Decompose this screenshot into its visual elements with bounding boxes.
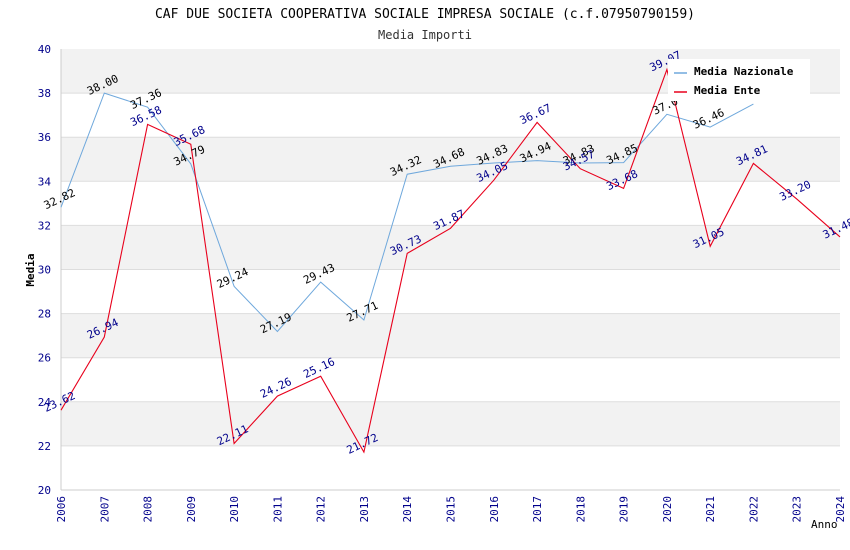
grid-band: [61, 313, 840, 358]
y-tick-label: 30: [38, 264, 51, 277]
x-tick-label: 2009: [185, 496, 198, 523]
legend-label-ente: Media Ente: [694, 84, 761, 97]
y-tick-labels: 20 22 24 26 28 30 32 34 36 38 40: [38, 43, 52, 497]
x-tick-labels: 2006 2007 2008 2009 2010 2011 2012 2013 2014 2015…: [55, 496, 847, 523]
y-axis-label: Media: [24, 253, 37, 286]
y-tick-label: 38: [38, 87, 51, 100]
y-tick-label: 26: [38, 352, 51, 365]
x-tick-label: 2022: [747, 496, 760, 523]
grid-band: [61, 445, 840, 490]
x-tick-label: 2013: [358, 496, 371, 523]
legend: Media Nazionale Media Ente: [668, 59, 810, 101]
axes: [60, 49, 840, 491]
x-tick-label: 2017: [531, 496, 544, 523]
y-tick-label: 20: [38, 484, 51, 497]
x-tick-label: 2019: [618, 496, 631, 523]
x-tick-label: 2012: [315, 496, 328, 523]
x-tick-label: 2023: [791, 496, 804, 523]
y-tick-label: 32: [38, 219, 51, 232]
grid-band: [61, 357, 840, 402]
legend-box: [668, 59, 810, 101]
grid-band: [61, 181, 840, 226]
x-tick-label: 2006: [55, 496, 68, 523]
x-tick-label: 2018: [574, 496, 587, 523]
grid-band: [61, 269, 840, 314]
y-tick-label: 40: [38, 43, 51, 56]
x-tick-label: 2008: [142, 496, 155, 523]
y-tick-label: 28: [38, 308, 51, 321]
y-tick-label: 34: [38, 175, 52, 188]
legend-label-nazionale: Media Nazionale: [694, 65, 794, 78]
x-axis-label: Anno: [811, 518, 838, 531]
chart-subtitle: Media Importi: [378, 28, 472, 42]
series-line-1: [60, 67, 841, 454]
x-tick-label: 2021: [704, 496, 717, 523]
x-tick-label: 2014: [401, 496, 414, 523]
y-tick-label: 22: [38, 440, 51, 453]
x-tick-label: 2015: [445, 496, 458, 523]
x-tick-label: 2020: [661, 496, 674, 523]
series-line-0: [60, 92, 754, 333]
grid-band: [61, 401, 840, 446]
x-tick-label: 2010: [228, 496, 241, 523]
x-tick-label: 2016: [488, 496, 501, 523]
x-tick-label: 2024: [834, 496, 847, 523]
y-tick-label: 24: [38, 396, 52, 409]
chart-title: CAF DUE SOCIETA COOPERATIVA SOCIALE IMPR…: [155, 7, 695, 22]
y-tick-label: 36: [38, 131, 51, 144]
x-tick-label: 2007: [98, 496, 111, 523]
series-lines: [60, 67, 841, 454]
x-tick-label: 2011: [271, 496, 284, 523]
